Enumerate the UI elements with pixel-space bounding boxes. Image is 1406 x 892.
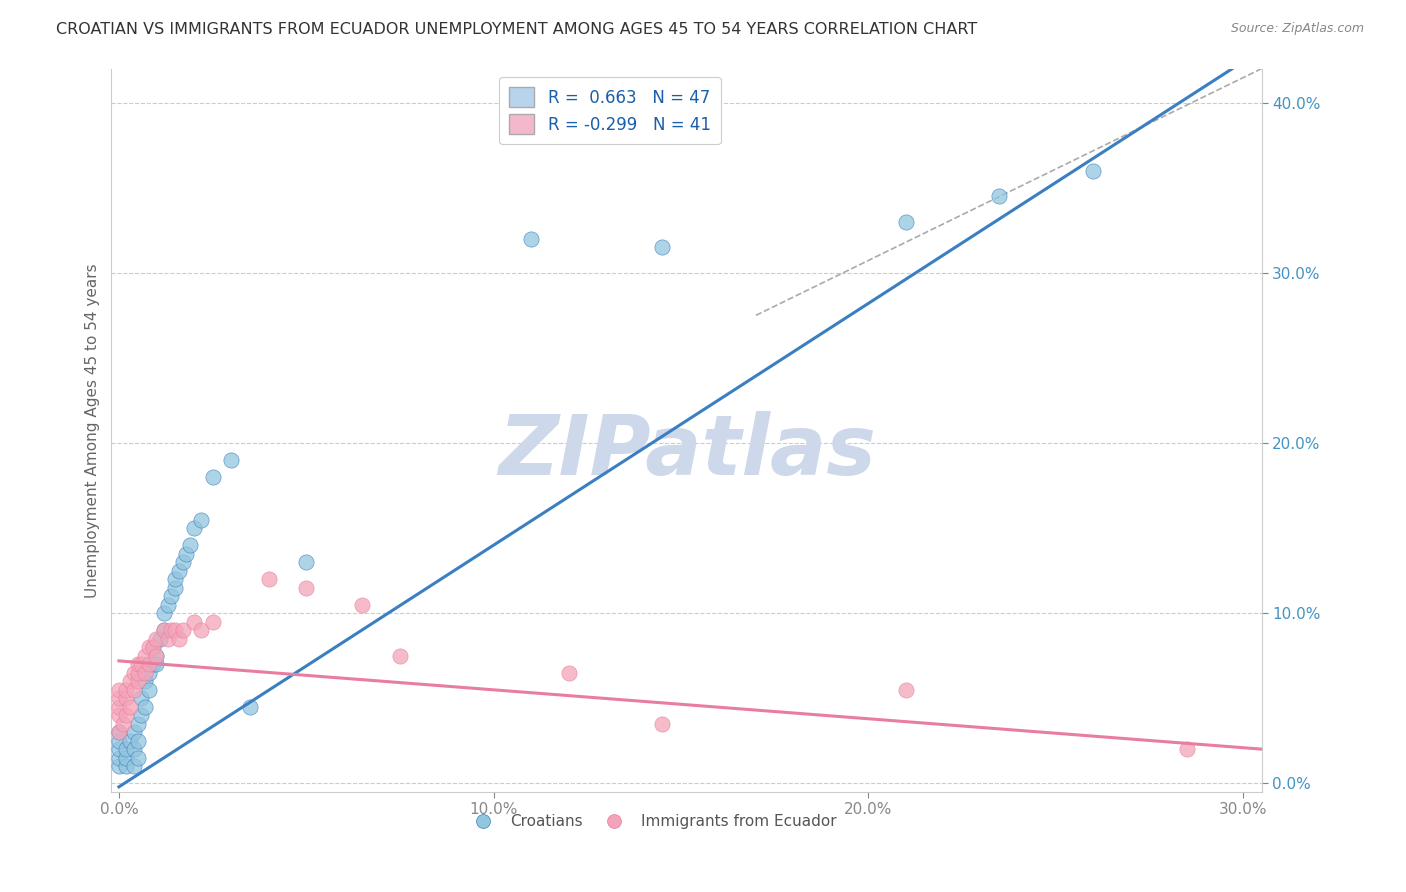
Point bbox=[1081, 163, 1104, 178]
Point bbox=[134, 699, 156, 714]
Point bbox=[115, 742, 138, 756]
Point bbox=[120, 699, 142, 714]
Point bbox=[131, 691, 153, 706]
Point bbox=[145, 657, 167, 672]
Point bbox=[122, 682, 145, 697]
Point bbox=[108, 759, 131, 773]
Point bbox=[134, 674, 156, 689]
Point bbox=[201, 615, 224, 629]
Point bbox=[142, 640, 165, 655]
Point bbox=[257, 572, 280, 586]
Point bbox=[176, 547, 198, 561]
Point bbox=[988, 189, 1011, 203]
Point bbox=[115, 751, 138, 765]
Point bbox=[172, 624, 194, 638]
Point bbox=[115, 759, 138, 773]
Point bbox=[108, 742, 131, 756]
Point bbox=[183, 521, 205, 535]
Point bbox=[221, 453, 243, 467]
Point bbox=[115, 708, 138, 723]
Point bbox=[190, 513, 212, 527]
Point bbox=[160, 624, 183, 638]
Point bbox=[1175, 742, 1198, 756]
Point bbox=[108, 751, 131, 765]
Point bbox=[122, 665, 145, 680]
Point bbox=[127, 734, 149, 748]
Text: CROATIAN VS IMMIGRANTS FROM ECUADOR UNEMPLOYMENT AMONG AGES 45 TO 54 YEARS CORRE: CROATIAN VS IMMIGRANTS FROM ECUADOR UNEM… bbox=[56, 22, 977, 37]
Point bbox=[167, 632, 190, 646]
Point bbox=[127, 657, 149, 672]
Point bbox=[557, 665, 579, 680]
Point bbox=[127, 717, 149, 731]
Point bbox=[149, 632, 172, 646]
Point bbox=[239, 699, 262, 714]
Text: Source: ZipAtlas.com: Source: ZipAtlas.com bbox=[1230, 22, 1364, 36]
Point bbox=[120, 674, 142, 689]
Point bbox=[134, 665, 156, 680]
Point bbox=[153, 606, 176, 620]
Point bbox=[108, 708, 131, 723]
Point bbox=[190, 624, 212, 638]
Point bbox=[115, 682, 138, 697]
Point bbox=[108, 734, 131, 748]
Point bbox=[145, 648, 167, 663]
Point bbox=[295, 555, 318, 569]
Point bbox=[145, 648, 167, 663]
Point bbox=[138, 657, 160, 672]
Point bbox=[201, 470, 224, 484]
Point bbox=[153, 624, 176, 638]
Point bbox=[651, 717, 673, 731]
Point bbox=[179, 538, 201, 552]
Y-axis label: Unemployment Among Ages 45 to 54 years: Unemployment Among Ages 45 to 54 years bbox=[86, 263, 100, 598]
Point bbox=[352, 598, 374, 612]
Point bbox=[127, 665, 149, 680]
Point bbox=[108, 682, 131, 697]
Point bbox=[127, 751, 149, 765]
Point bbox=[108, 691, 131, 706]
Point bbox=[142, 640, 165, 655]
Point bbox=[108, 725, 131, 739]
Point bbox=[651, 240, 673, 254]
Point bbox=[160, 589, 183, 603]
Point bbox=[388, 648, 411, 663]
Point bbox=[122, 742, 145, 756]
Point bbox=[131, 708, 153, 723]
Point bbox=[111, 717, 134, 731]
Point bbox=[156, 598, 179, 612]
Point bbox=[894, 682, 917, 697]
Point bbox=[153, 624, 176, 638]
Point bbox=[138, 665, 160, 680]
Point bbox=[165, 581, 187, 595]
Text: ZIPatlas: ZIPatlas bbox=[498, 411, 876, 492]
Point bbox=[295, 581, 318, 595]
Point bbox=[167, 564, 190, 578]
Point bbox=[138, 640, 160, 655]
Point bbox=[127, 674, 149, 689]
Point bbox=[122, 725, 145, 739]
Point bbox=[142, 657, 165, 672]
Point bbox=[138, 682, 160, 697]
Legend: Croatians, Immigrants from Ecuador: Croatians, Immigrants from Ecuador bbox=[461, 808, 842, 835]
Point bbox=[108, 699, 131, 714]
Point bbox=[108, 725, 131, 739]
Point bbox=[145, 632, 167, 646]
Point bbox=[120, 734, 142, 748]
Point bbox=[134, 648, 156, 663]
Point bbox=[122, 759, 145, 773]
Point bbox=[172, 555, 194, 569]
Point bbox=[156, 632, 179, 646]
Point bbox=[894, 215, 917, 229]
Point bbox=[131, 657, 153, 672]
Point bbox=[520, 232, 543, 246]
Point bbox=[165, 624, 187, 638]
Point bbox=[115, 691, 138, 706]
Point bbox=[165, 572, 187, 586]
Point bbox=[183, 615, 205, 629]
